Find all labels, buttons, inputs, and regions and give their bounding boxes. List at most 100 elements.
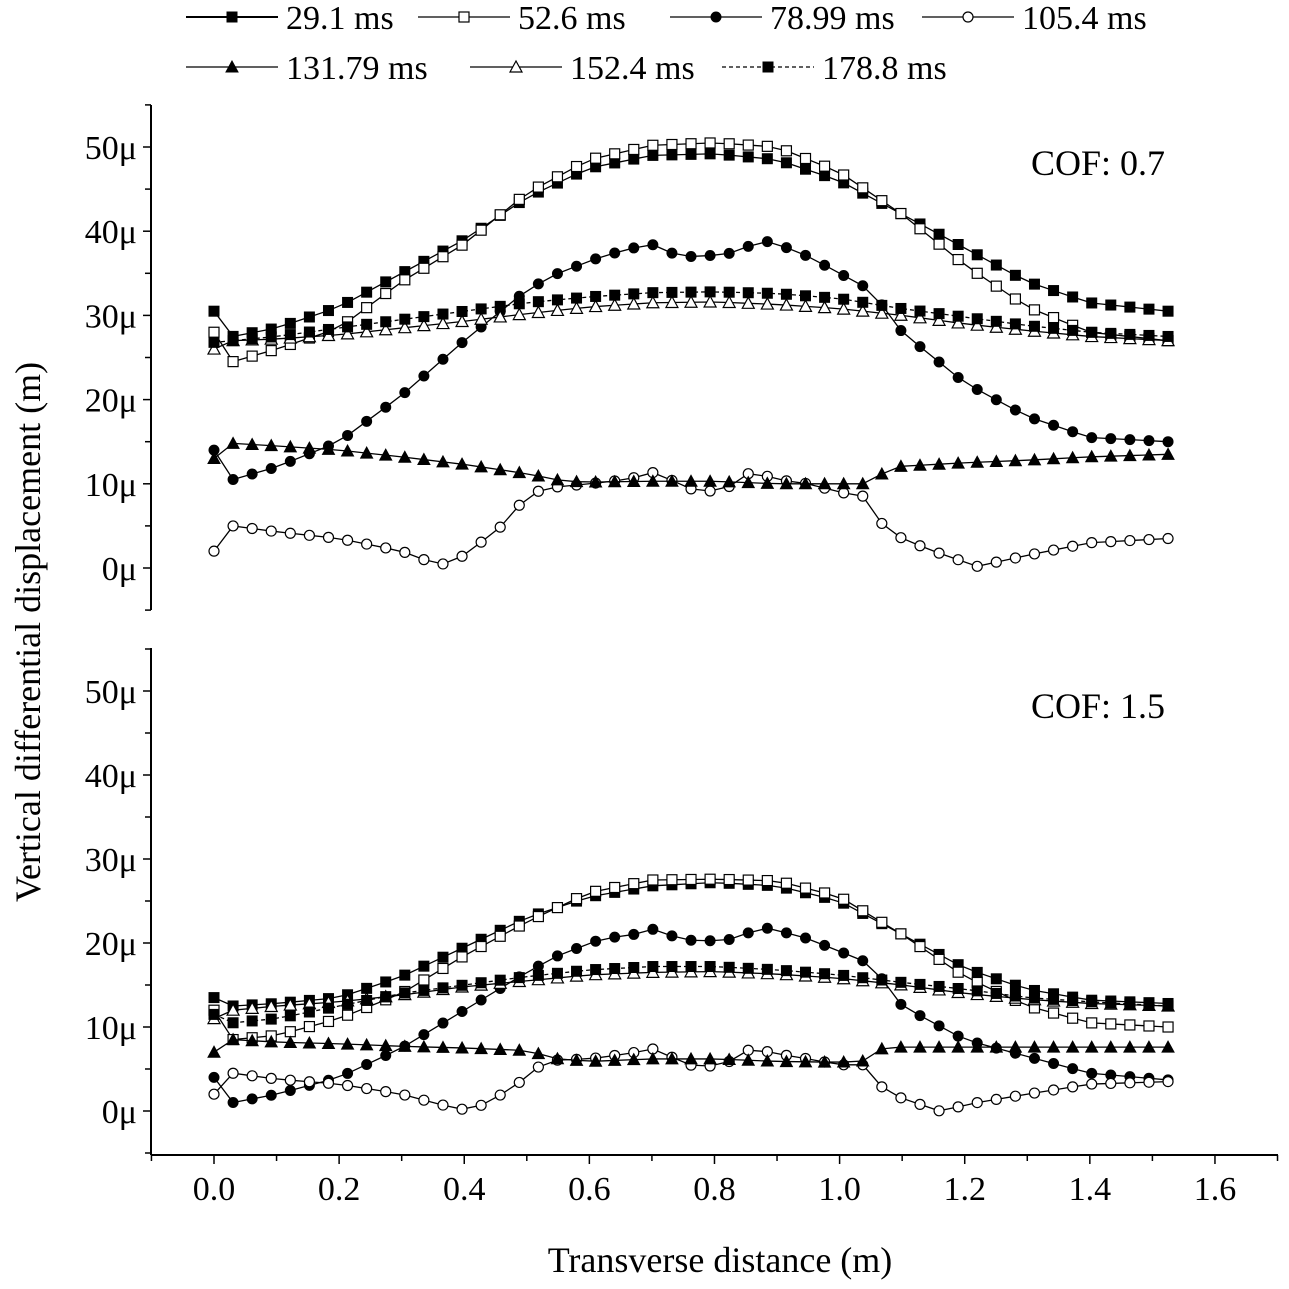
data-point	[723, 138, 735, 150]
data-point	[704, 485, 716, 497]
data-point	[1103, 449, 1118, 462]
data-point	[722, 295, 737, 309]
data-point	[933, 356, 945, 368]
data-point	[1048, 322, 1060, 334]
data-point	[265, 1089, 277, 1101]
x-tick-label: 0.6	[568, 1171, 611, 1208]
data-point	[1105, 536, 1117, 548]
data-point	[628, 153, 640, 165]
data-point	[532, 296, 544, 308]
data-point	[741, 296, 756, 309]
series-line	[213, 878, 1169, 1041]
data-point	[723, 247, 735, 259]
data-point	[951, 456, 965, 469]
data-point	[456, 1103, 468, 1115]
data-point	[246, 468, 258, 480]
cof-annotation: COF: 0.7	[1031, 143, 1165, 183]
data-point	[971, 249, 983, 261]
data-point	[570, 893, 583, 905]
data-point	[341, 1079, 354, 1092]
data-point	[704, 137, 716, 149]
data-point	[971, 1096, 983, 1109]
data-point	[532, 181, 544, 193]
data-point	[704, 961, 716, 973]
data-point	[894, 1040, 908, 1053]
data-point	[283, 1035, 298, 1048]
data-point	[855, 303, 870, 317]
data-point	[303, 311, 315, 323]
data-point	[1028, 304, 1041, 316]
x-tick-label: 1.0	[818, 1171, 861, 1208]
y-tick-label: 50μ	[85, 130, 137, 167]
series-line	[213, 927, 1169, 1104]
data-point	[246, 1070, 258, 1082]
data-point	[893, 308, 908, 321]
data-point	[590, 964, 602, 976]
data-point	[303, 1020, 316, 1033]
data-point	[666, 874, 678, 886]
data-point	[1008, 1040, 1023, 1053]
data-point	[1161, 447, 1175, 460]
data-point	[456, 550, 468, 562]
data-point	[607, 474, 622, 488]
data-point	[456, 951, 468, 963]
data-point	[836, 476, 851, 490]
y-axis-title: Vertical differential displacement (m)	[8, 362, 48, 902]
data-point	[874, 1041, 889, 1055]
data-point	[1009, 552, 1021, 564]
data-point	[1028, 413, 1040, 425]
data-point	[933, 1020, 945, 1032]
data-point	[685, 138, 697, 150]
data-point	[1028, 992, 1040, 1004]
x-tick-label: 0.0	[193, 1171, 236, 1208]
data-point	[513, 1076, 525, 1089]
data-point	[551, 950, 563, 962]
data-point	[474, 311, 489, 325]
data-point	[780, 288, 792, 300]
data-point	[435, 316, 450, 330]
series-line	[213, 240, 1169, 481]
data-point	[817, 476, 832, 490]
data-point	[818, 887, 831, 899]
data-point	[799, 152, 812, 165]
data-point	[914, 540, 926, 552]
legend-marker	[225, 59, 239, 73]
data-point	[933, 547, 945, 559]
data-point	[742, 287, 754, 299]
data-point	[1065, 1040, 1080, 1053]
data-point	[342, 1067, 354, 1079]
series-52.6-ms	[208, 873, 1174, 1046]
data-point	[817, 300, 832, 314]
data-point	[475, 536, 487, 548]
data-point	[494, 974, 506, 986]
data-point	[1067, 540, 1079, 552]
data-point	[321, 328, 336, 342]
data-point	[876, 1081, 888, 1093]
data-point	[380, 316, 392, 328]
data-point	[265, 331, 277, 343]
y-tick-label: 50μ	[85, 674, 137, 711]
data-point	[609, 148, 621, 160]
data-point	[245, 1001, 260, 1014]
data-point	[609, 881, 621, 894]
series-105.4-ms	[208, 1043, 1174, 1117]
data-point	[494, 209, 506, 221]
data-point	[628, 928, 640, 940]
data-point	[437, 308, 449, 320]
data-point	[321, 442, 336, 455]
data-point	[340, 443, 355, 457]
data-point	[685, 961, 697, 973]
data-point	[569, 474, 584, 488]
data-point	[798, 299, 813, 312]
data-point	[952, 371, 964, 383]
data-point	[1009, 990, 1021, 1002]
data-point	[666, 247, 678, 259]
data-point	[933, 1105, 945, 1117]
data-point	[761, 963, 773, 975]
data-point	[819, 291, 831, 303]
data-point	[684, 294, 699, 308]
data-point	[1048, 419, 1060, 431]
data-point	[741, 1053, 756, 1066]
data-point	[971, 985, 983, 997]
data-point	[723, 286, 735, 298]
